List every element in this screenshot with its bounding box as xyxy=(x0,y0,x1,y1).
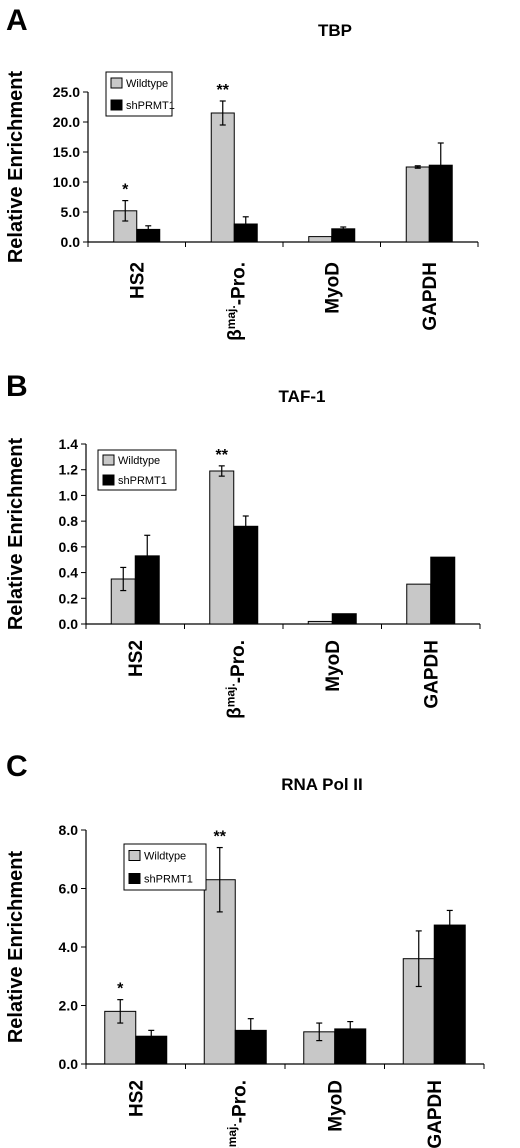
x-category-label: GAPDH xyxy=(421,640,442,709)
chart-title-b: TAF-1 xyxy=(279,387,326,406)
x-category-label: HS2 xyxy=(127,262,148,299)
panel-b: B TAF-1 Relative Enrichment 0.0 0.2 0.4 0.6 0.8… xyxy=(0,366,520,744)
bar-shprmt1 xyxy=(233,525,259,625)
y-tick-label: 6.0 xyxy=(59,881,79,897)
x-category-label: MyoD xyxy=(322,262,343,314)
y-tick-label: 2.0 xyxy=(59,998,79,1014)
bar-wildtype xyxy=(209,470,235,625)
x-category-label: MyoD xyxy=(323,640,344,692)
bar-wildtype xyxy=(406,583,432,625)
x-category-label: βmaj.-Pro. xyxy=(225,1080,251,1148)
y-tick-label: 0.4 xyxy=(59,565,79,581)
legend-label-wildtype: Wildtype xyxy=(144,851,186,863)
significance-marker: * xyxy=(117,981,124,998)
bar-wildtype xyxy=(405,166,430,243)
bar-wildtype xyxy=(308,236,333,243)
significance-marker: * xyxy=(122,182,129,199)
legend-label-shprmt1: shPRMT1 xyxy=(144,874,193,886)
significance-marker: ** xyxy=(216,447,229,464)
y-tick-label: 0.0 xyxy=(61,234,81,250)
panel-c: C RNA Pol II Relative Enrichment 0.0 2.0 4.0 6… xyxy=(0,744,520,1148)
y-tick-label: 0.8 xyxy=(59,513,79,529)
bar-shprmt1 xyxy=(430,556,456,625)
chart-panel-a: A TBP Relative Enrichment 0.0 5.0 10.0 15.0 20.… xyxy=(5,4,479,341)
x-category-label: MyoD xyxy=(325,1080,346,1132)
chart-title-a: TBP xyxy=(318,21,352,40)
y-axis-label-c: Relative Enrichment xyxy=(5,851,27,1044)
x-category-label: GAPDH xyxy=(420,262,441,331)
y-tick-label: 8.0 xyxy=(59,822,79,838)
panel-a: A TBP Relative Enrichment 0.0 5.0 10.0 15.0 20.… xyxy=(0,0,520,366)
x-category-label: HS2 xyxy=(126,1080,147,1117)
x-category-label: GAPDH xyxy=(425,1080,446,1148)
legend-swatch-wildtype xyxy=(110,77,123,89)
y-tick-label: 0.0 xyxy=(59,616,79,632)
chart-title-c: RNA Pol II xyxy=(281,775,363,794)
significance-marker: ** xyxy=(217,82,230,99)
y-tick-label: 5.0 xyxy=(61,204,81,220)
legend-swatch-shprmt1 xyxy=(102,474,115,486)
y-tick-label: 1.4 xyxy=(59,436,79,452)
legend-swatch-shprmt1 xyxy=(128,873,141,884)
y-tick-label: 0.2 xyxy=(59,590,79,606)
bar-shprmt1 xyxy=(433,924,466,1065)
legend-swatch-wildtype xyxy=(102,454,115,466)
legend-label-shprmt1: shPRMT1 xyxy=(126,100,175,112)
panel-letter-b: B xyxy=(6,370,28,403)
chart-panel-b: B TAF-1 Relative Enrichment 0.0 0.2 0.4 0.6 0.8… xyxy=(5,370,481,719)
x-category-label: HS2 xyxy=(126,640,147,677)
legend-swatch-wildtype xyxy=(128,850,141,861)
bar-shprmt1 xyxy=(331,613,357,625)
legend-label-wildtype: Wildtype xyxy=(118,455,160,467)
y-tick-label: 4.0 xyxy=(59,939,79,955)
bar-wildtype xyxy=(307,620,333,625)
y-tick-label: 25.0 xyxy=(53,84,80,100)
significance-marker: ** xyxy=(214,829,227,846)
y-tick-label: 15.0 xyxy=(53,144,80,160)
y-axis-label-a: Relative Enrichment xyxy=(5,71,27,264)
y-tick-label: 1.2 xyxy=(59,462,79,478)
legend-label-shprmt1: shPRMT1 xyxy=(118,475,167,487)
y-tick-label: 0.6 xyxy=(59,539,79,555)
y-axis-label-b: Relative Enrichment xyxy=(5,438,27,631)
legend-swatch-shprmt1 xyxy=(110,99,123,111)
y-tick-label: 0.0 xyxy=(59,1056,79,1072)
y-tick-label: 10.0 xyxy=(53,174,80,190)
x-category-label: βmaj.-Pro. xyxy=(224,262,250,341)
panel-letter-a: A xyxy=(6,4,28,37)
y-tick-label: 20.0 xyxy=(53,114,80,130)
chart-panel-c: C RNA Pol II Relative Enrichment 0.0 2.0 4.0 6… xyxy=(5,750,485,1148)
legend-label-wildtype: Wildtype xyxy=(126,78,168,90)
x-category-label: βmaj.-Pro. xyxy=(223,640,249,719)
panel-letter-c: C xyxy=(6,750,28,783)
bar-wildtype xyxy=(210,112,235,243)
y-tick-label: 1.0 xyxy=(59,487,79,503)
